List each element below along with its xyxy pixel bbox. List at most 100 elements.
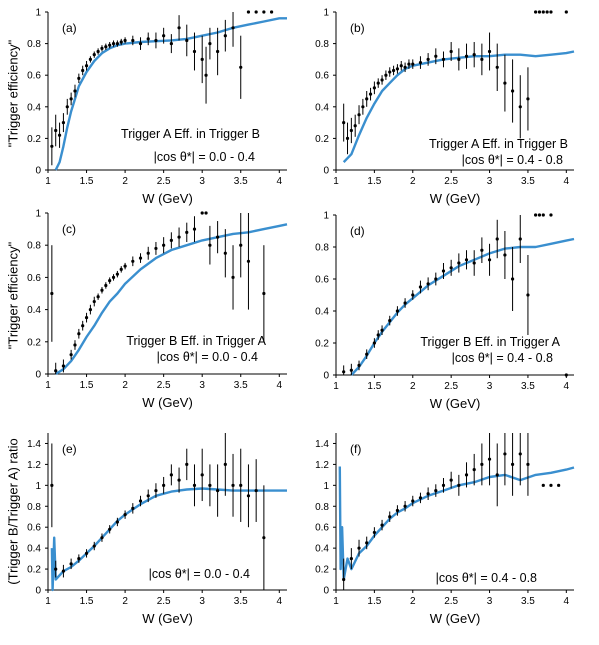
data-point: [564, 10, 568, 14]
panel-label: (d): [350, 224, 365, 238]
data-point: [388, 515, 392, 519]
data-point: [223, 462, 227, 466]
data-point: [534, 10, 538, 14]
x-tick-label: 4: [277, 596, 283, 607]
data-point: [104, 45, 108, 49]
data-point: [510, 89, 515, 93]
x-tick-label: 3: [199, 596, 205, 607]
data-point: [185, 462, 189, 466]
panel-annotation: |cos θ*| = 0.0 - 0.4: [149, 567, 250, 581]
data-point: [487, 258, 492, 262]
data-point: [115, 520, 119, 524]
x-tick-label: 1.5: [367, 381, 381, 392]
x-tick-label: 3: [487, 381, 493, 392]
data-point: [449, 478, 453, 482]
data-point: [449, 49, 453, 54]
data-point: [200, 57, 204, 62]
data-point: [418, 285, 423, 289]
x-tick-label: 3.5: [521, 381, 535, 392]
x-tick-label: 4: [564, 176, 570, 187]
data-point: [365, 541, 369, 545]
x-tick-label: 1.5: [80, 176, 94, 187]
data-point: [472, 468, 476, 472]
x-tick-label: 2: [410, 176, 416, 187]
x-tick-label: 4: [564, 381, 570, 392]
x-axis-label: W (GeV): [430, 611, 481, 626]
data-point: [503, 253, 507, 257]
x-axis-label: W (GeV): [142, 191, 193, 206]
data-point: [391, 68, 396, 73]
x-tick-label: 2.5: [157, 596, 171, 607]
x-tick-label: 3.5: [234, 176, 248, 187]
data-point: [376, 81, 380, 85]
data-point: [239, 243, 243, 247]
y-tick-label: 1: [35, 481, 41, 492]
y-tick-label: 0.2: [315, 339, 329, 350]
data-point: [368, 92, 373, 96]
data-point: [518, 452, 522, 456]
data-point: [262, 291, 266, 296]
data-point: [262, 10, 266, 14]
data-point: [185, 38, 189, 43]
x-tick-label: 3: [487, 176, 493, 187]
data-point: [464, 258, 469, 262]
model-curve: [55, 223, 288, 376]
data-point: [84, 64, 89, 68]
x-axis-label: W (GeV): [430, 396, 481, 411]
data-point: [200, 473, 204, 477]
data-point: [162, 483, 166, 487]
data-point: [131, 506, 135, 510]
data-point: [403, 65, 407, 69]
data-point: [111, 275, 116, 279]
y-tick-label: 0.2: [27, 565, 41, 576]
data-point: [108, 279, 112, 283]
data-point: [564, 373, 568, 377]
y-tick-label: 0.2: [315, 134, 329, 145]
panel-annotation: |cos θ*| = 0.0 - 0.4: [154, 150, 255, 164]
data-point: [480, 462, 484, 466]
data-point: [104, 283, 108, 288]
y-tick-label: 0.8: [315, 243, 329, 254]
x-tick-label: 1: [45, 176, 51, 187]
panel-annotation: Trigger B Eff. in Trigger A: [420, 335, 560, 349]
y-tick-label: 0.8: [27, 39, 41, 50]
y-tick-label: 0.8: [315, 39, 329, 50]
data-point: [154, 38, 158, 43]
data-point: [395, 309, 400, 313]
data-point: [131, 259, 135, 263]
data-point: [380, 78, 384, 82]
data-point: [357, 113, 361, 117]
y-tick-label: 1.2: [315, 460, 329, 471]
x-tick-label: 2.5: [444, 381, 458, 392]
data-point: [357, 363, 361, 367]
panel-annotation: |cos θ*| = 0.4 - 0.8: [452, 351, 553, 365]
data-point: [464, 473, 469, 477]
data-point: [388, 70, 392, 74]
data-point: [208, 42, 212, 46]
y-tick-label: 0.6: [27, 273, 41, 284]
panel-label: (f): [350, 442, 361, 456]
y-tick-label: 0.4: [27, 544, 41, 555]
data-point: [84, 316, 89, 320]
data-point: [372, 86, 376, 90]
data-point: [372, 341, 376, 345]
data-point: [77, 557, 81, 561]
data-point: [426, 492, 430, 496]
data-point: [503, 81, 507, 85]
data-point: [50, 483, 54, 487]
data-point: [480, 248, 484, 252]
x-tick-label: 2.5: [157, 380, 171, 391]
data-point: [365, 97, 369, 101]
data-point: [119, 40, 123, 44]
data-point: [177, 26, 181, 30]
panel-annotation: Trigger B Eff. in Trigger A: [126, 334, 266, 348]
data-point: [123, 513, 127, 517]
data-point: [123, 38, 127, 43]
x-tick-label: 3: [487, 596, 493, 607]
y-tick-label: 0.6: [27, 523, 41, 534]
data-point: [96, 295, 100, 299]
data-point: [231, 26, 235, 30]
x-axis-label: W (GeV): [430, 191, 481, 206]
y-tick-label: 0.2: [315, 565, 329, 576]
